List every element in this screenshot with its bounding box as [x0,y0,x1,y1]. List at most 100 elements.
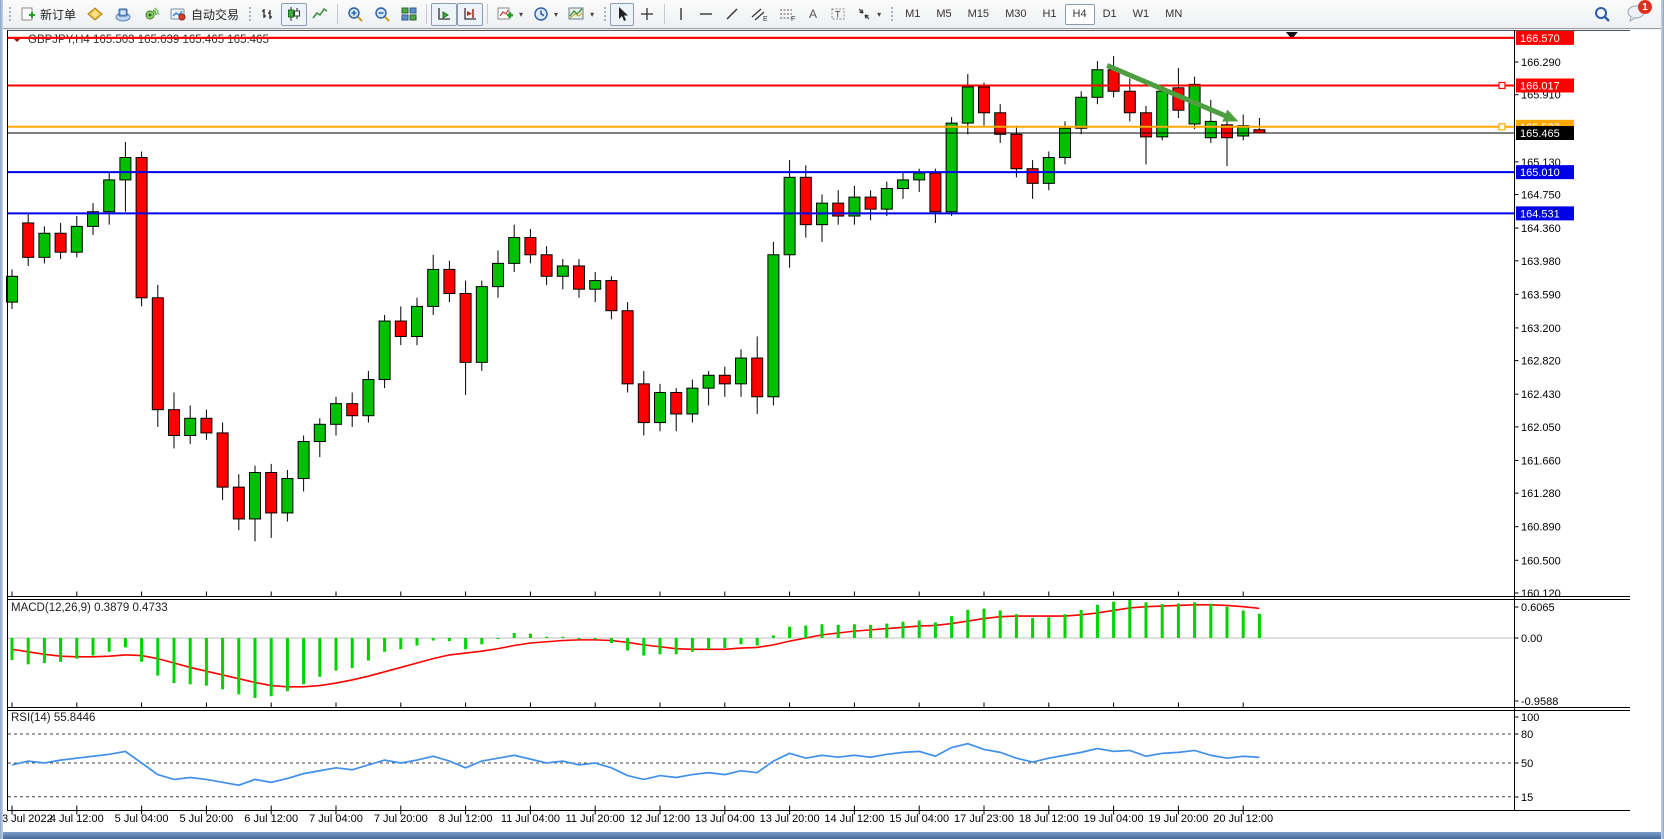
macd-signal-line [11,604,1260,688]
price-axis[interactable]: 166.290165.910165.130164.750164.360163.9… [1514,30,1575,600]
rsi-scale-label: 100 [1521,712,1539,724]
toolbar-grip[interactable] [7,5,12,23]
rsi-panel [8,733,1514,798]
tf-h1-button[interactable]: H1 [1042,8,1057,20]
price-badge [1516,206,1574,221]
tf-mn-button[interactable]: MN [1165,8,1183,20]
price-tick-label: 161.660 [1521,455,1561,467]
text-label-button[interactable]: T [825,3,851,26]
toolbar-right-group: 1 [1588,0,1658,26]
chevron-down-icon: ▾ [554,9,559,19]
time-axis-label: 13 Jul 04:00 [695,813,755,825]
panel-borders [7,30,1630,811]
trend-arrow-annotation[interactable] [1106,63,1239,122]
vertical-line-button[interactable] [669,3,693,26]
time-axis-label: 8 Jul 12:00 [439,813,493,825]
bar-chart-button[interactable] [255,3,281,26]
time-axis-label: 6 Jul 12:00 [244,813,298,825]
chart-shift-marker[interactable] [1285,32,1298,39]
cursor-button[interactable] [610,2,635,26]
candles [6,55,1266,542]
trendline-button[interactable] [719,3,745,26]
chevron-down-icon: ▾ [590,9,595,19]
profiles-icon [115,8,131,22]
candlestick-button[interactable] [281,2,308,26]
macd-panel [8,604,1514,688]
equidistant-channel-button[interactable]: E [745,3,773,26]
time-axis-label: 12 Jul 12:00 [630,813,690,825]
zoom-out-button[interactable] [369,3,396,26]
tf-m30-button[interactable]: M30 [1005,8,1027,20]
toolbar-grip[interactable] [247,5,253,23]
toolbar-grip[interactable] [889,5,895,23]
chart-shift-icon [464,8,477,20]
time-axis-label: 14 Jul 12:00 [824,813,884,825]
svg-text:A: A [809,7,817,21]
templates-button[interactable]: ▾ [563,3,599,26]
tf-d1-button[interactable]: D1 [1102,8,1117,20]
window-right-border [1661,0,1664,839]
text-icon: A [809,7,817,21]
price-tick-label: 166.290 [1521,57,1561,69]
time-axis-label: 3 Jul 2022 [2,813,53,825]
tile-windows-icon [401,7,417,21]
bar-chart-icon [262,9,273,19]
tf-m5-button[interactable]: M5 [936,8,952,20]
tf-w1-button[interactable]: W1 [1132,8,1150,20]
svg-text:T: T [835,10,841,20]
hline-handle[interactable] [1498,123,1506,131]
zoom-in-button[interactable] [342,3,369,26]
hline-handle[interactable] [1498,81,1506,90]
profiles-button[interactable] [109,3,137,26]
periods-button[interactable]: ▾ [528,3,563,26]
tf-m1-button[interactable]: M1 [905,8,921,20]
cursor-icon [619,7,629,21]
vertical-line-icon [680,8,682,20]
new-order-button[interactable]: 新订单 [15,3,81,26]
window-bottom-border [0,832,1664,839]
macd-histogram [10,600,1261,699]
search-icon [1595,7,1610,22]
toolbar-separator [487,4,489,24]
text-button[interactable]: A [801,3,825,26]
market-button[interactable] [81,3,109,26]
candlestick-icon [288,7,301,21]
chart-area[interactable]: 3 Jul 2022 4 Jul 12:00 5 Jul 04:00 5 Jul 20… [0,30,1664,832]
macd-label: MACD(12,26,9) 0.3879 0.4733 [11,602,168,614]
autotrading-label: 自动交易 [191,7,240,22]
notifications-button[interactable]: 1 [1626,0,1652,24]
main-toolbar: 新订单 自动交易 [0,0,1664,29]
fibonacci-button[interactable]: F [773,3,801,26]
horizontal-line-button[interactable] [693,3,719,26]
price-badge [1516,165,1574,180]
chart-shift-button[interactable] [457,2,484,26]
indicator-axes: 0.6065 0.00 -0.9588 100 80 50 15 [1514,602,1558,804]
signals-button[interactable] [137,3,165,26]
price-badge-label: 165.010 [1520,167,1560,179]
line-chart-button[interactable] [307,3,333,26]
time-axis-label: 5 Jul 20:00 [179,813,233,825]
search-button[interactable] [1588,3,1616,26]
rsi-scale-label: 15 [1521,792,1533,804]
price-tick-label: 161.280 [1521,488,1561,500]
auto-scroll-button[interactable] [431,2,458,26]
autotrading-button[interactable]: 自动交易 [165,3,244,26]
crosshair-button[interactable] [634,3,660,26]
arrows-button[interactable]: ▾ [851,3,886,26]
tf-h4-button[interactable]: H4 [1064,3,1095,25]
bid-price-badge [1516,125,1574,140]
toolbar-separator [426,4,428,24]
tf-m15-button[interactable]: M15 [967,8,990,20]
indicators-button[interactable]: ▾ [492,3,528,26]
time-axis-label: 4 Jul 12:00 [50,813,104,825]
horizontal-line-icon [700,13,713,15]
price-badge [1516,30,1574,45]
tile-windows-button[interactable] [396,3,422,26]
price-badge-label: 166.570 [1520,33,1560,45]
toolbar-grip[interactable] [602,5,608,23]
rsi-label: RSI(14) 55.8446 [11,712,95,724]
time-axis-label: 18 Jul 12:00 [1019,813,1079,825]
